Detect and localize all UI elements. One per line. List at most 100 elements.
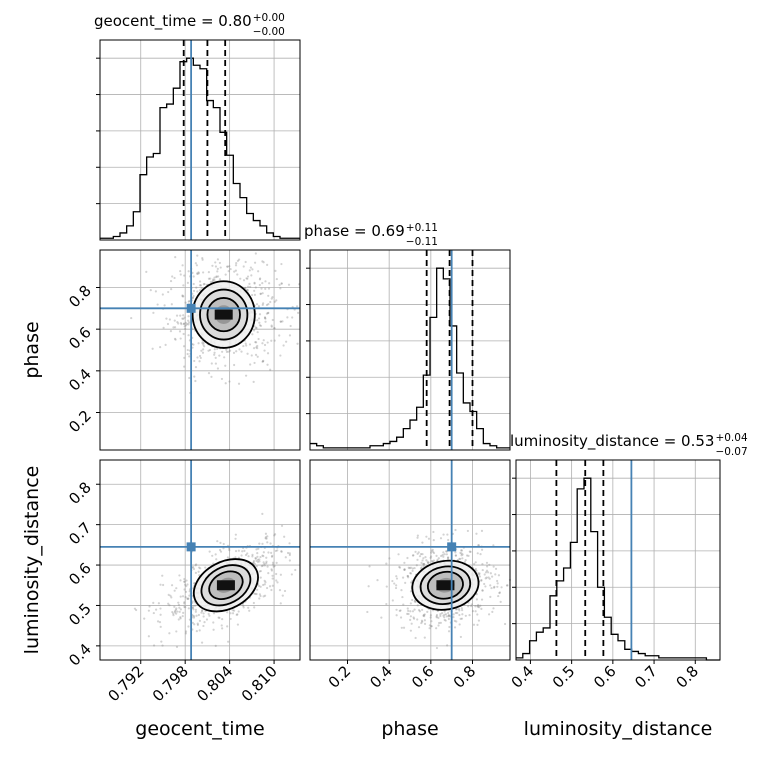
sample-point bbox=[269, 300, 272, 304]
panel-title-luminosity_distance: luminosity_distance = 0.53 bbox=[510, 432, 714, 451]
sample-point bbox=[477, 544, 480, 547]
sample-point bbox=[207, 612, 210, 616]
sample-point bbox=[415, 564, 418, 567]
sample-point bbox=[416, 604, 419, 607]
sample-point bbox=[273, 327, 276, 330]
sample-point bbox=[447, 615, 450, 618]
sample-point bbox=[467, 554, 470, 557]
sample-point bbox=[197, 272, 200, 275]
y-tick-label: 0.8 bbox=[65, 478, 95, 508]
sample-point bbox=[229, 612, 232, 615]
sample-point bbox=[193, 582, 196, 585]
sample-point bbox=[393, 582, 396, 585]
sample-point bbox=[270, 551, 273, 554]
sample-point bbox=[406, 574, 409, 578]
sample-point bbox=[406, 612, 409, 615]
sample-point bbox=[422, 613, 425, 617]
sample-point bbox=[162, 583, 165, 587]
sample-point bbox=[273, 339, 276, 342]
sample-point bbox=[173, 337, 177, 340]
sample-point bbox=[201, 609, 204, 612]
sample-point bbox=[264, 536, 267, 539]
sample-point bbox=[409, 629, 412, 632]
sample-point bbox=[256, 558, 260, 561]
sample-point bbox=[487, 571, 490, 574]
sample-point bbox=[485, 576, 488, 579]
sample-point bbox=[417, 626, 421, 629]
sample-point bbox=[175, 630, 178, 633]
sample-point bbox=[406, 607, 409, 610]
sample-point bbox=[496, 582, 499, 585]
sample-point bbox=[186, 322, 189, 325]
sample-point bbox=[234, 533, 237, 536]
sample-point bbox=[454, 554, 457, 557]
sample-point bbox=[244, 260, 247, 264]
sample-point bbox=[215, 275, 218, 279]
sample-point bbox=[173, 589, 176, 592]
sample-point bbox=[215, 275, 218, 278]
sample-point bbox=[422, 562, 426, 566]
sample-point bbox=[473, 562, 476, 566]
sample-point bbox=[236, 613, 239, 616]
sample-point bbox=[275, 572, 278, 576]
sample-point bbox=[237, 549, 240, 552]
sample-point bbox=[430, 620, 433, 623]
sample-point bbox=[271, 563, 275, 566]
sample-point bbox=[175, 612, 178, 615]
contour-line bbox=[206, 297, 241, 333]
sample-point bbox=[251, 555, 254, 558]
sample-point bbox=[460, 549, 464, 552]
sample-point bbox=[209, 277, 212, 280]
sample-point bbox=[253, 282, 256, 285]
sample-point bbox=[480, 548, 484, 551]
sample-point bbox=[253, 361, 256, 365]
sample-point bbox=[398, 609, 401, 613]
sample-point bbox=[221, 627, 224, 630]
sample-point bbox=[276, 549, 279, 552]
sample-point bbox=[174, 256, 177, 259]
sample-point bbox=[403, 568, 406, 571]
sample-point bbox=[460, 554, 463, 557]
sample-point bbox=[264, 287, 267, 290]
sample-point bbox=[266, 263, 269, 266]
sample-point bbox=[183, 365, 186, 368]
sample-point bbox=[226, 611, 229, 614]
sample-point bbox=[221, 618, 224, 621]
sample-point bbox=[255, 592, 258, 596]
sample-point bbox=[481, 568, 484, 572]
sample-point bbox=[182, 322, 186, 325]
sample-point bbox=[257, 317, 261, 320]
sample-point bbox=[416, 558, 419, 561]
sample-point bbox=[196, 622, 199, 625]
sample-point bbox=[402, 603, 405, 606]
sample-point bbox=[409, 590, 413, 593]
sample-point bbox=[480, 598, 484, 601]
sample-point bbox=[160, 640, 163, 643]
sample-point bbox=[159, 346, 162, 349]
sample-point bbox=[259, 292, 262, 295]
sample-point bbox=[445, 615, 448, 618]
sample-point bbox=[203, 345, 206, 348]
sample-point bbox=[282, 344, 285, 347]
sample-point bbox=[224, 364, 227, 367]
sample-point bbox=[489, 595, 492, 598]
sample-point bbox=[395, 614, 398, 617]
sample-point bbox=[130, 316, 133, 320]
sample-point bbox=[214, 265, 218, 268]
sample-point bbox=[167, 593, 170, 596]
sample-point bbox=[497, 594, 500, 598]
sample-point bbox=[199, 356, 202, 360]
x-axis-label-geocent_time: geocent_time bbox=[135, 718, 264, 740]
sample-point bbox=[242, 606, 245, 609]
sample-point bbox=[266, 312, 270, 315]
sample-point bbox=[212, 621, 215, 624]
sample-point bbox=[457, 607, 461, 611]
sample-point bbox=[193, 615, 196, 618]
sample-point bbox=[467, 605, 470, 608]
sample-point bbox=[261, 554, 264, 557]
sample-point bbox=[416, 618, 419, 621]
sample-point bbox=[173, 319, 176, 322]
sample-point bbox=[395, 584, 398, 587]
sample-point bbox=[270, 588, 273, 592]
sample-point bbox=[435, 613, 439, 617]
